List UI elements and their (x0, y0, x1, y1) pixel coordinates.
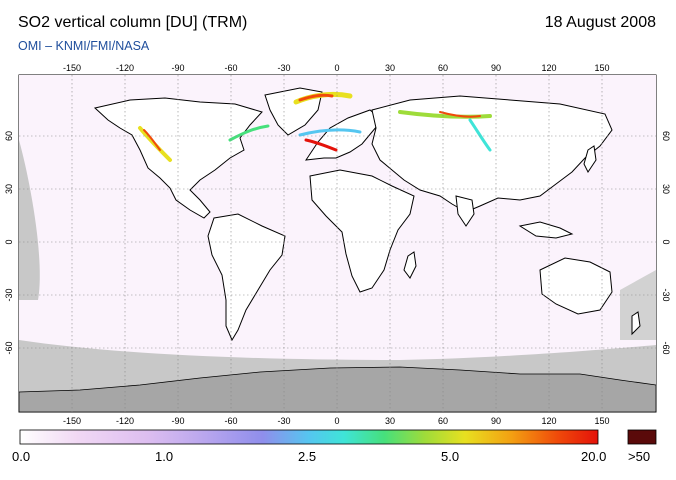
lon-tick-bottom: -90 (171, 416, 184, 426)
lat-tick-left: -60 (4, 341, 14, 354)
no-data-west (19, 140, 40, 300)
graticule (19, 75, 656, 412)
lon-ticks-bottom: -150 -120 -90 -60 -30 0 30 60 90 120 150 (63, 416, 610, 426)
data-credit: OMI – KNMI/FMI/NASA (18, 39, 150, 53)
lon-ticks-top: -150 -120 -90 -60 -30 0 30 60 90 120 150 (63, 63, 610, 73)
lat-ticks-right: 60 30 0 -30 -60 (661, 131, 671, 355)
colorbar-max-label: >50 (628, 449, 651, 464)
lon-tick-top: 90 (491, 63, 501, 73)
lon-tick-top: -30 (277, 63, 290, 73)
lon-tick-bottom: 90 (491, 416, 501, 426)
colorbar-label-0: 0.0 (12, 449, 31, 464)
colorbar-label-3: 5.0 (441, 449, 460, 464)
colorbar-label-2: 2.5 (298, 449, 317, 464)
colorbar-max-swatch (627, 429, 657, 445)
lat-tick-left: 60 (4, 131, 14, 141)
lon-tick-bottom: -30 (277, 416, 290, 426)
lon-tick-bottom: -120 (116, 416, 134, 426)
lon-tick-top: -90 (171, 63, 184, 73)
map-title: SO2 vertical column [DU] (TRM) (18, 14, 248, 31)
colorbar (19, 429, 599, 445)
map-date: 18 August 2008 (544, 14, 656, 31)
lon-tick-top: 150 (594, 63, 609, 73)
lon-tick-bottom: 120 (541, 416, 556, 426)
lon-tick-bottom: 150 (594, 416, 609, 426)
so2-plumes (138, 91, 492, 162)
no-data-east (620, 270, 656, 340)
lon-tick-bottom: 0 (334, 416, 339, 426)
lat-tick-right: 60 (661, 131, 671, 141)
lon-tick-top: 120 (541, 63, 556, 73)
lon-tick-bottom: 30 (385, 416, 395, 426)
lon-tick-bottom: 60 (438, 416, 448, 426)
lon-tick-top: 0 (334, 63, 339, 73)
antarctica (19, 366, 656, 412)
lat-tick-right: -30 (661, 288, 671, 301)
lon-tick-top: 60 (438, 63, 448, 73)
colorbar-label-1: 1.0 (155, 449, 174, 464)
lon-tick-top: -60 (224, 63, 237, 73)
lat-tick-right: -60 (661, 341, 671, 354)
lat-tick-right: 30 (661, 184, 671, 194)
lat-ticks-left: 60 30 0 -30 -60 (4, 131, 14, 355)
lon-tick-bottom: -150 (63, 416, 81, 426)
lat-tick-left: 30 (4, 184, 14, 194)
lat-tick-left: -30 (4, 288, 14, 301)
lat-tick-left: 0 (4, 239, 14, 244)
lon-tick-top: -120 (116, 63, 134, 73)
lon-tick-bottom: -60 (224, 416, 237, 426)
lat-tick-right: 0 (661, 239, 671, 244)
lon-tick-top: -150 (63, 63, 81, 73)
colorbar-label-4: 20.0 (581, 449, 607, 464)
lon-tick-top: 30 (385, 63, 395, 73)
